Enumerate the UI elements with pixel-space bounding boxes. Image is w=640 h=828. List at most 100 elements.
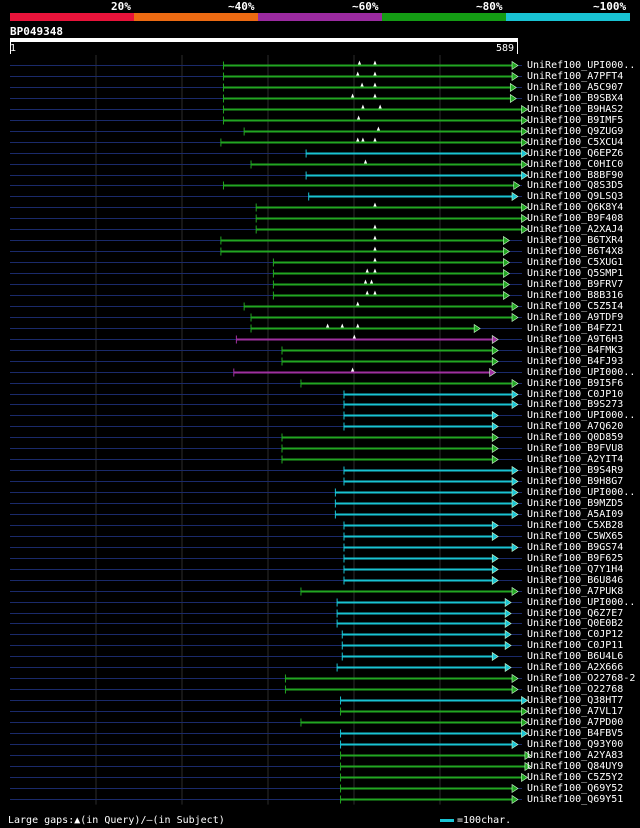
hit-label[interactable]: UniRef100_A7Q620	[527, 420, 624, 432]
hit-label[interactable]: UniRef100_A9T6H3	[527, 333, 624, 345]
hit-row[interactable]	[10, 279, 522, 290]
hit-row[interactable]	[10, 334, 522, 345]
hit-label[interactable]: UniRef100_B9F625	[527, 552, 624, 564]
hit-row[interactable]	[10, 608, 522, 619]
hit-label[interactable]: UniRef100_B9FVU8	[527, 442, 624, 454]
hit-row[interactable]	[10, 739, 522, 750]
hit-label[interactable]: UniRef100_C5Z5Y2	[527, 771, 624, 783]
hit-label[interactable]: UniRef100_Q69Y52	[527, 782, 624, 794]
hit-label[interactable]: UniRef100_Q38HT7	[527, 694, 624, 706]
hit-row[interactable]	[10, 126, 529, 137]
hit-row[interactable]	[10, 684, 522, 695]
hit-label[interactable]: UniRef100_C0JP12	[527, 628, 624, 640]
hit-label[interactable]: UniRef100_Q8S3D5	[527, 179, 624, 191]
hit-row[interactable]	[10, 170, 529, 181]
hit-label[interactable]: UniRef100_B4FMK3	[527, 344, 624, 356]
hit-row[interactable]	[10, 104, 529, 115]
hit-row[interactable]	[10, 673, 522, 684]
hit-label[interactable]: UniRef100_B6TXR4	[527, 234, 624, 246]
hit-row[interactable]	[10, 378, 522, 389]
hit-row[interactable]	[10, 137, 529, 148]
hit-row[interactable]	[10, 443, 522, 454]
hit-row[interactable]	[10, 542, 522, 553]
hit-label[interactable]: UniRef100_A7PFT4	[527, 70, 624, 82]
hit-label[interactable]: UniRef100_UPI000..	[527, 486, 636, 498]
hit-label[interactable]: UniRef100_C5Z5I4	[527, 300, 624, 312]
hit-row[interactable]	[10, 399, 522, 410]
hit-row[interactable]	[10, 159, 529, 170]
hit-label[interactable]: UniRef100_Q84UY9	[527, 760, 624, 772]
hit-row[interactable]	[10, 202, 529, 213]
hit-row[interactable]	[10, 191, 522, 202]
hit-label[interactable]: UniRef100_B4FJ93	[527, 355, 624, 367]
hit-row[interactable]	[10, 465, 522, 476]
hit-row[interactable]	[10, 597, 522, 608]
hit-row[interactable]	[10, 213, 529, 224]
hit-label[interactable]: UniRef100_A2YIT4	[527, 453, 624, 465]
hit-row[interactable]	[10, 695, 529, 706]
hit-label[interactable]: UniRef100_A2XAJ4	[527, 223, 624, 235]
hit-row[interactable]	[10, 115, 529, 126]
hit-label[interactable]: UniRef100_B8B316	[527, 289, 624, 301]
hit-row[interactable]	[10, 246, 522, 257]
hit-label[interactable]: UniRef100_Q5SMP1	[527, 267, 624, 279]
hit-row[interactable]	[10, 772, 529, 783]
hit-row[interactable]	[10, 148, 529, 159]
hit-label[interactable]: UniRef100_B9H8G7	[527, 475, 624, 487]
hit-label[interactable]: UniRef100_B9MZD5	[527, 497, 624, 509]
hit-row[interactable]	[10, 60, 522, 71]
hit-row[interactable]	[10, 71, 522, 82]
hit-label[interactable]: UniRef100_Q69Y51	[527, 793, 624, 805]
hit-label[interactable]: UniRef100_Q6Z7E7	[527, 607, 624, 619]
hit-row[interactable]	[10, 794, 522, 805]
hit-label[interactable]: UniRef100_B6U4L6	[527, 650, 624, 662]
hit-row[interactable]	[10, 268, 522, 279]
hit-label[interactable]: UniRef100_Q93Y00	[527, 738, 624, 750]
hit-label[interactable]: UniRef100_Q9LSQ3	[527, 190, 624, 202]
hit-label[interactable]: UniRef100_B4FZ21	[527, 322, 624, 334]
hit-label[interactable]: UniRef100_Q6EPZ6	[527, 147, 624, 159]
hit-label[interactable]: UniRef100_B8BF90	[527, 169, 624, 181]
hit-label[interactable]: UniRef100_B9F408	[527, 212, 624, 224]
hit-row[interactable]	[10, 629, 522, 640]
hit-row[interactable]	[10, 553, 522, 564]
hit-label[interactable]: UniRef100_Q7Y1H4	[527, 563, 624, 575]
hit-label[interactable]: UniRef100_UPI000..	[527, 59, 636, 71]
hit-label[interactable]: UniRef100_C0HIC0	[527, 158, 624, 170]
hit-row[interactable]	[10, 640, 522, 651]
hit-row[interactable]	[10, 586, 522, 597]
hit-row[interactable]	[10, 706, 529, 717]
hit-row[interactable]	[10, 651, 522, 662]
hit-row[interactable]	[10, 421, 522, 432]
hit-row[interactable]	[10, 410, 522, 421]
hit-label[interactable]: UniRef100_Q9ZUG9	[527, 125, 624, 137]
hit-row[interactable]	[10, 290, 522, 301]
hit-label[interactable]: UniRef100_B9FRV7	[527, 278, 624, 290]
hit-label[interactable]: UniRef100_B9HAS2	[527, 103, 624, 115]
hit-label[interactable]: UniRef100_A7PD00	[527, 716, 624, 728]
hit-row[interactable]	[10, 301, 522, 312]
hit-label[interactable]: UniRef100_C0JP11	[527, 639, 624, 651]
hit-row[interactable]	[10, 356, 522, 367]
hit-row[interactable]	[10, 235, 522, 246]
hit-row[interactable]	[10, 662, 522, 673]
hit-row[interactable]	[10, 531, 522, 542]
hit-label[interactable]: UniRef100_A5AI09	[527, 508, 624, 520]
hit-row[interactable]	[10, 509, 522, 520]
hit-row[interactable]	[10, 93, 522, 104]
hit-row[interactable]	[10, 367, 522, 378]
hit-label[interactable]: UniRef100_B6T4X8	[527, 245, 624, 257]
hit-label[interactable]: UniRef100_Q6K8Y4	[527, 201, 624, 213]
hit-label[interactable]: UniRef100_C5XB28	[527, 519, 624, 531]
hit-row[interactable]	[10, 312, 522, 323]
hit-row[interactable]	[10, 389, 522, 400]
hit-label[interactable]: UniRef100_A7VL17	[527, 705, 624, 717]
hit-row[interactable]	[10, 454, 522, 465]
hit-label[interactable]: UniRef100_C5XUG1	[527, 256, 624, 268]
hit-row[interactable]	[10, 618, 522, 629]
hit-label[interactable]: UniRef100_B9GS74	[527, 541, 624, 553]
hit-row[interactable]	[10, 345, 522, 356]
hit-row[interactable]	[10, 487, 522, 498]
hit-label[interactable]: UniRef100_Q0D859	[527, 431, 624, 443]
hit-row[interactable]	[10, 323, 522, 334]
